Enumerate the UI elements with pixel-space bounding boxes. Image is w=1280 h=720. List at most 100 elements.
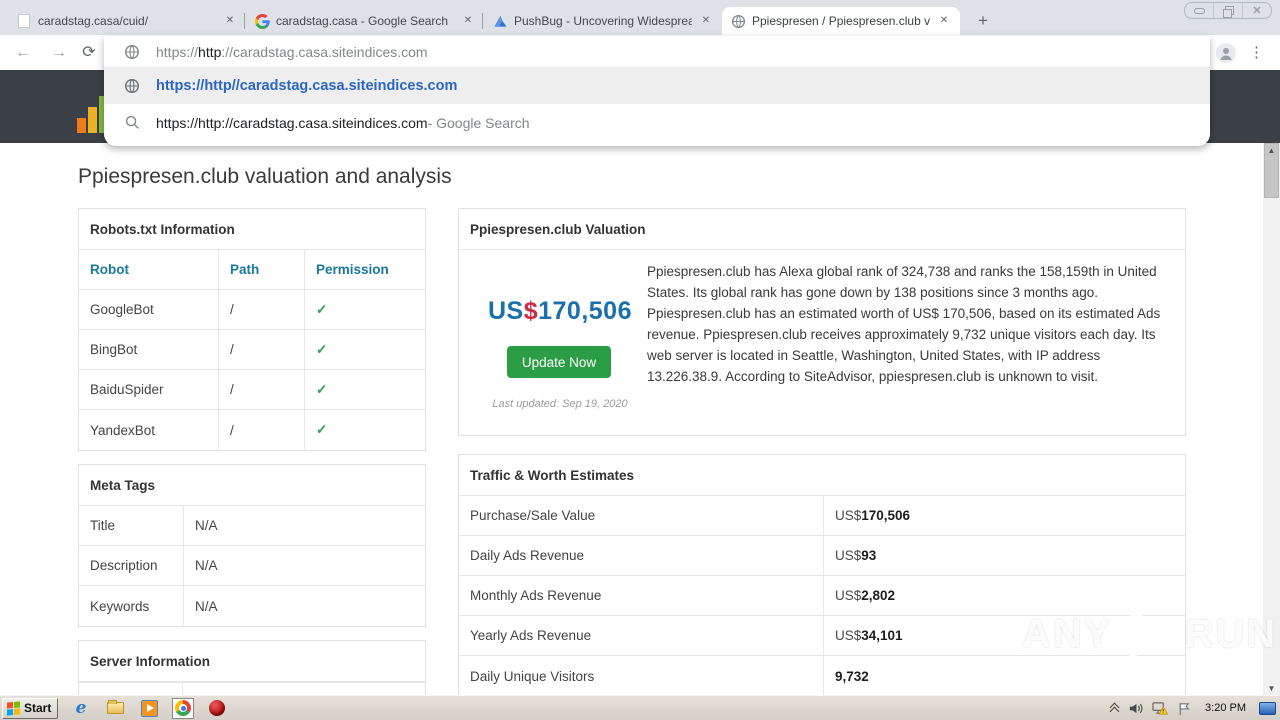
volume-icon[interactable] bbox=[1128, 701, 1143, 716]
table-row: YandexBot / ✓ bbox=[79, 410, 425, 450]
action-center-flag-icon[interactable] bbox=[1177, 701, 1192, 716]
meta-label: Title bbox=[90, 518, 116, 533]
tab-title: caradstag.casa/cuid/ bbox=[38, 14, 149, 28]
new-tab-button[interactable]: + bbox=[978, 11, 988, 30]
show-desktop-button[interactable] bbox=[1259, 701, 1276, 715]
tab-google-search[interactable]: caradstag.casa - Google Search ✕ bbox=[246, 7, 484, 35]
tab-title: caradstag.casa - Google Search bbox=[276, 14, 449, 28]
table-row: Title N/A bbox=[79, 506, 425, 546]
minimize-icon[interactable] bbox=[1185, 3, 1214, 18]
file-explorer-icon[interactable] bbox=[104, 698, 126, 719]
pushbug-icon bbox=[492, 13, 508, 29]
meta-label: Description bbox=[90, 558, 158, 573]
media-player-icon[interactable] bbox=[138, 698, 160, 719]
network-warning-icon[interactable] bbox=[1152, 701, 1169, 716]
tab-ppiespresen-active[interactable]: Ppiespresen / Ppiespresen.club valu ✕ bbox=[722, 7, 960, 35]
traffic-value: US$ 170,506 bbox=[823, 496, 1185, 535]
site-logo-bar-icon bbox=[99, 96, 108, 133]
traffic-label: Daily Ads Revenue bbox=[470, 548, 585, 563]
reload-icon[interactable]: ⟳ bbox=[82, 44, 96, 61]
amount-dollar-sign: $ bbox=[523, 297, 539, 325]
robot-name: BingBot bbox=[90, 342, 138, 357]
internet-explorer-icon[interactable]: e bbox=[75, 697, 87, 718]
tab-close-icon[interactable]: ✕ bbox=[701, 15, 711, 26]
suggestion-suffix: - Google Search bbox=[427, 114, 530, 131]
windows-logo-icon bbox=[7, 700, 20, 716]
windows-taskbar: Start e 3:20 PM bbox=[0, 695, 1280, 720]
value-prefix: US$ bbox=[835, 588, 862, 603]
address-bar-input[interactable]: https://http://caradstag.casa.siteindice… bbox=[104, 36, 1210, 67]
traffic-label: Purchase/Sale Value bbox=[470, 508, 596, 523]
globe-icon bbox=[122, 44, 142, 60]
value-number: 93 bbox=[861, 548, 877, 563]
robot-name: BaiduSpider bbox=[90, 382, 164, 397]
table-row: GoogleBot / ✓ bbox=[79, 290, 425, 330]
scroll-up-icon[interactable]: ▲ bbox=[1267, 146, 1276, 155]
value-number: 2,802 bbox=[861, 588, 896, 603]
omnibox-dropdown: https://http://caradstag.casa.siteindice… bbox=[104, 36, 1210, 146]
url-highlight: http bbox=[198, 43, 222, 60]
browser-menu-icon[interactable]: ⋮ bbox=[1249, 44, 1264, 61]
omnibox-suggestion-search[interactable]: https://http://caradstag.casa.siteindice… bbox=[104, 104, 1210, 141]
blank-page-icon bbox=[16, 13, 32, 29]
scroll-down-icon[interactable]: ▼ bbox=[1267, 684, 1276, 693]
robot-path: / bbox=[218, 410, 304, 450]
chrome-taskbar-icon[interactable] bbox=[172, 697, 194, 719]
robot-path: / bbox=[218, 330, 304, 369]
robot-path: / bbox=[218, 290, 304, 329]
traffic-value: US$ 2,802 bbox=[823, 576, 1185, 615]
robots-header-row: Robot Path Permission bbox=[79, 250, 425, 290]
value-prefix: US$ bbox=[835, 548, 862, 563]
site-logo-bar-icon bbox=[88, 107, 97, 133]
robot-name: YandexBot bbox=[90, 422, 156, 438]
url-suffix: ://caradstag.casa.siteindices.com bbox=[221, 43, 428, 60]
value-number: 9,732 bbox=[835, 668, 869, 684]
column-header-robot: Robot bbox=[90, 262, 129, 277]
start-button[interactable]: Start bbox=[2, 697, 58, 719]
table-row: Description N/A bbox=[79, 546, 425, 586]
tab-pushbug[interactable]: PushBug - Uncovering Widespread P ✕ bbox=[484, 7, 722, 35]
valuation-description: Ppiespresen.club has Alexa global rank o… bbox=[647, 264, 1161, 384]
meta-value: N/A bbox=[183, 586, 425, 626]
tab-close-icon[interactable]: ✕ bbox=[463, 15, 473, 26]
tab-caradstag-cuid[interactable]: caradstag.casa/cuid/ ✕ bbox=[8, 7, 246, 35]
close-icon[interactable]: ✕ bbox=[1252, 5, 1262, 17]
tray-expand-icon[interactable] bbox=[1110, 704, 1119, 713]
valuation-amount: US$170,506 bbox=[467, 297, 653, 326]
meta-value: N/A bbox=[183, 506, 425, 545]
forward-icon[interactable]: → bbox=[51, 44, 67, 61]
window-controls: ✕ bbox=[1184, 2, 1272, 19]
column-header-path: Path bbox=[218, 250, 304, 289]
amount-currency: US bbox=[487, 297, 524, 325]
page-scrollbar[interactable]: ▲ ▼ bbox=[1263, 143, 1280, 695]
omnibox-suggestion-url[interactable]: https://http//caradstag.casa.siteindices… bbox=[104, 67, 1210, 104]
robots-txt-card: Robots.txt Information Robot Path Permis… bbox=[78, 208, 426, 451]
traffic-value: 9,732 bbox=[823, 656, 1185, 695]
table-row: Monthly Ads Revenue US$ 2,802 bbox=[459, 576, 1185, 616]
traffic-card-title: Traffic & Worth Estimates bbox=[459, 455, 1185, 496]
clock[interactable]: 3:20 PM bbox=[1205, 702, 1246, 714]
red-app-icon[interactable] bbox=[206, 698, 228, 719]
update-now-button[interactable]: Update Now bbox=[507, 346, 611, 378]
profile-avatar[interactable] bbox=[1216, 43, 1236, 63]
scrollbar-thumb[interactable] bbox=[1264, 143, 1279, 198]
suggestion-text: https://http://caradstag.casa.siteindice… bbox=[156, 114, 428, 131]
tab-close-icon[interactable]: ✕ bbox=[225, 15, 235, 26]
table-row: Yearly Ads Revenue US$ 34,101 bbox=[459, 616, 1185, 656]
tab-close-icon[interactable]: ✕ bbox=[939, 15, 949, 26]
system-tray: 3:20 PM bbox=[1110, 701, 1280, 716]
robots-card-title: Robots.txt Information bbox=[79, 209, 425, 250]
restore-icon[interactable] bbox=[1214, 3, 1243, 18]
site-logo-bar-icon bbox=[77, 118, 86, 133]
url-prefix: https:// bbox=[156, 43, 199, 60]
search-icon bbox=[122, 115, 142, 130]
meta-label: Keywords bbox=[90, 598, 150, 614]
table-row: Daily Unique Visitors 9,732 bbox=[459, 656, 1185, 695]
meta-value: N/A bbox=[183, 546, 425, 585]
meta-card-title: Meta Tags bbox=[79, 465, 425, 506]
amount-number: 170,506 bbox=[538, 297, 632, 325]
back-icon[interactable]: ← bbox=[15, 44, 31, 61]
robot-name: GoogleBot bbox=[90, 302, 154, 317]
server-info-card: Server Information bbox=[78, 640, 426, 695]
traffic-label: Monthly Ads Revenue bbox=[470, 588, 602, 603]
